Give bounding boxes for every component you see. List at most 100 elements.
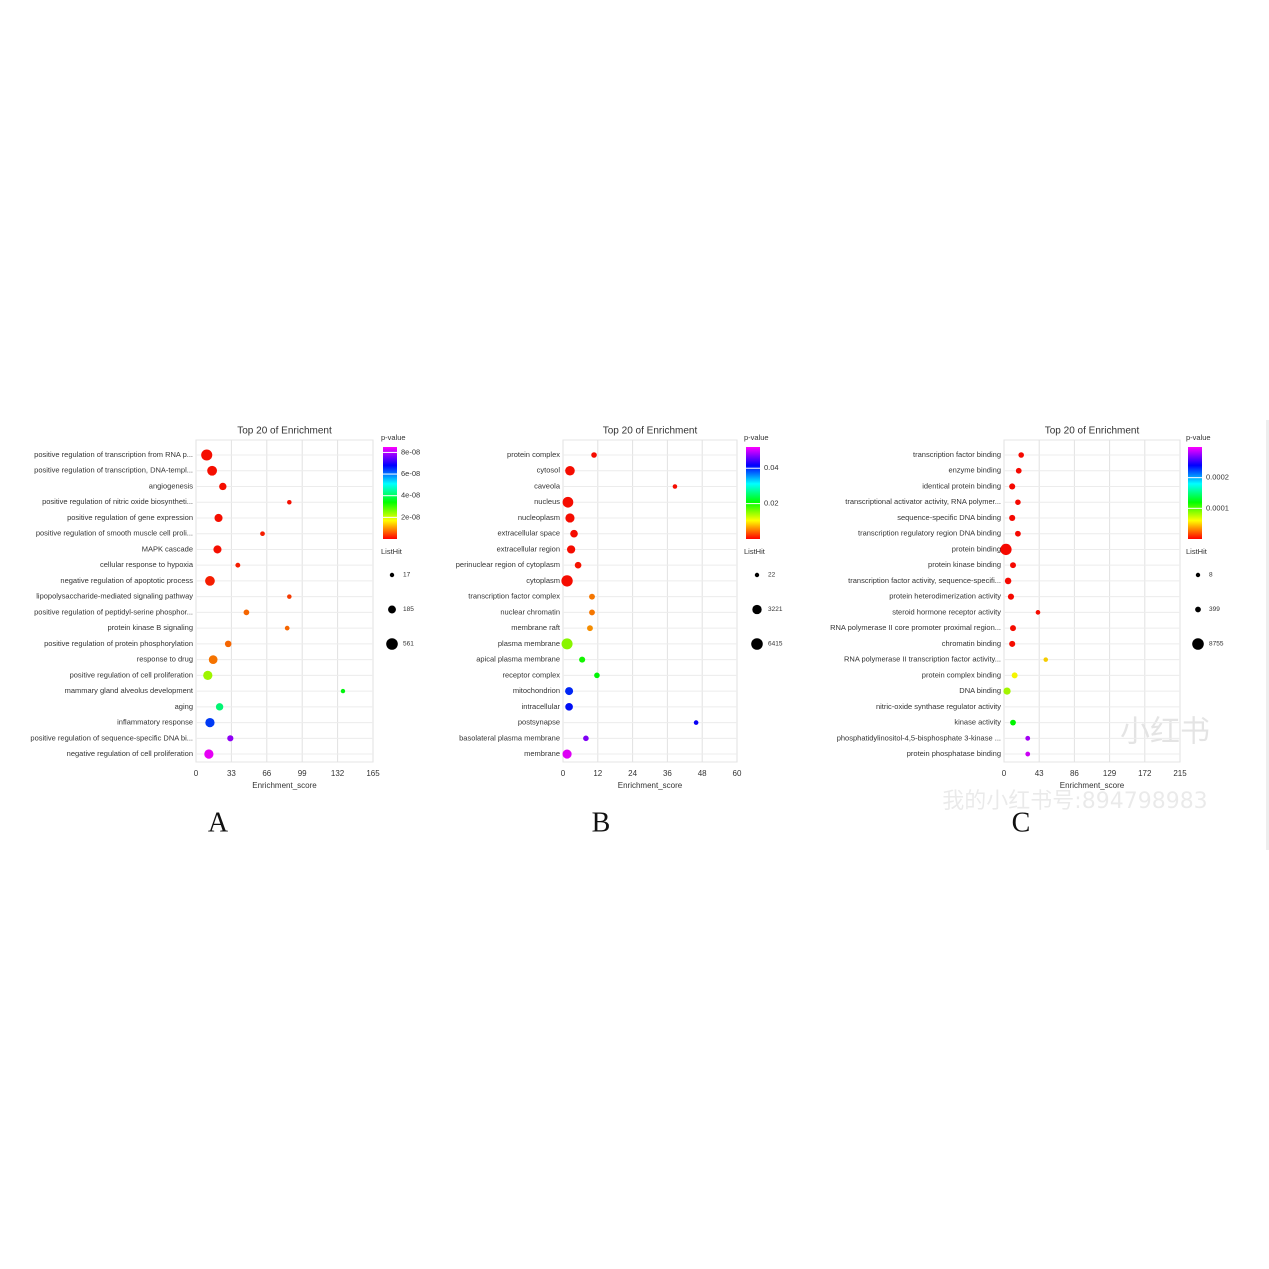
x-tick-label: 129 — [1103, 769, 1117, 778]
dot — [562, 749, 572, 759]
dot — [340, 688, 346, 694]
dot — [561, 638, 573, 650]
dot — [561, 575, 573, 587]
dot — [215, 703, 224, 711]
y-tick-label: plasma membrane — [498, 639, 560, 648]
dot — [589, 593, 595, 600]
y-tick-label: extracellular region — [497, 544, 560, 553]
y-tick-label: postsynapse — [518, 718, 560, 727]
dot — [224, 640, 232, 648]
colorbar-tick-label: 8e-08 — [401, 447, 420, 456]
y-tick-label: negative regulation of apoptotic process — [60, 576, 193, 585]
dot — [205, 576, 215, 586]
colorbar-tick-label: 0.0001 — [1206, 503, 1229, 512]
size-legend-dot — [386, 638, 398, 650]
dot — [587, 625, 593, 632]
colorbar-tick-label: 2e-08 — [401, 512, 420, 521]
size-legend-title: ListHit — [1186, 547, 1208, 556]
size-legend-label: 8755 — [1209, 641, 1224, 648]
dot — [284, 625, 290, 631]
dot — [235, 562, 241, 568]
dot — [1007, 593, 1015, 600]
dot — [287, 594, 292, 599]
dot — [1025, 751, 1031, 757]
y-tick-label: negative regulation of cell proliferatio… — [67, 749, 193, 758]
dot — [1015, 499, 1021, 505]
panel-label: A — [208, 807, 229, 838]
y-tick-label: protein complex — [507, 450, 560, 459]
y-tick-label: positive regulation of cell proliferatio… — [70, 670, 193, 679]
colorbar-title: p-value — [1186, 433, 1211, 442]
y-tick-label: inflammatory response — [117, 718, 193, 727]
dot — [565, 465, 575, 476]
dot — [1018, 452, 1024, 458]
dot — [201, 449, 213, 461]
y-tick-label: membrane raft — [511, 623, 561, 632]
dot — [1015, 467, 1022, 474]
size-legend-dot — [389, 572, 395, 578]
y-tick-label: transcription factor activity, sequence-… — [848, 576, 1001, 585]
y-tick-label: intracellular — [522, 702, 561, 711]
y-tick-label: transcription factor complex — [468, 592, 560, 601]
size-legend-dot — [1192, 638, 1204, 650]
y-tick-label: cellular response to hypoxia — [100, 560, 194, 569]
dot — [1015, 530, 1021, 537]
dot — [1025, 735, 1031, 741]
y-tick-label: mitochondrion — [513, 686, 560, 695]
colorbar — [1188, 447, 1202, 539]
dot — [672, 484, 678, 489]
plot-area — [562, 439, 738, 763]
x-tick-label: 66 — [262, 769, 271, 778]
dot — [570, 529, 578, 538]
size-legend-label: 3221 — [768, 606, 783, 613]
x-tick-label: 215 — [1173, 769, 1187, 778]
dot — [207, 465, 217, 476]
x-tick-label: 33 — [227, 769, 236, 778]
panel-label: C — [1012, 807, 1031, 838]
y-tick-label: apical plasma membrane — [476, 655, 560, 664]
y-tick-label: caveola — [534, 481, 561, 490]
dot — [1009, 483, 1016, 490]
watermark-text: 我的小红书号:894798983 — [942, 789, 1207, 814]
y-tick-label: positive regulation of transcription, DN… — [34, 466, 193, 475]
x-tick-label: 165 — [366, 769, 380, 778]
dot — [205, 717, 215, 728]
x-tick-label: 36 — [663, 769, 672, 778]
x-tick-label: 60 — [733, 769, 742, 778]
y-tick-label: transcription regulatory region DNA bind… — [858, 529, 1001, 538]
size-legend-dot — [752, 604, 762, 615]
x-axis-label: Enrichment_score — [252, 781, 317, 790]
dot — [565, 687, 574, 696]
x-tick-label: 86 — [1070, 769, 1079, 778]
dot — [583, 735, 589, 742]
dot — [213, 545, 222, 554]
x-tick-label: 0 — [194, 769, 199, 778]
y-tick-label: DNA binding — [959, 686, 1001, 695]
y-tick-label: positive regulation of smooth muscle cel… — [36, 529, 193, 538]
dot — [1010, 562, 1016, 569]
dot — [214, 513, 223, 523]
dot — [1009, 640, 1016, 647]
y-tick-label: perinuclear region of cytoplasm — [456, 560, 560, 569]
colorbar-tick-label: 0.04 — [764, 463, 779, 472]
y-tick-label: protein kinase B signaling — [108, 623, 193, 632]
dot — [1003, 687, 1011, 695]
size-legend-label: 6415 — [768, 641, 783, 648]
x-tick-label: 99 — [298, 769, 307, 778]
y-tick-label: protein heterodimerization activity — [889, 592, 1001, 601]
y-tick-label: MAPK cascade — [142, 544, 193, 553]
y-tick-label: transcriptional activator activity, RNA … — [845, 497, 1001, 506]
x-tick-label: 0 — [561, 769, 566, 778]
dot — [562, 496, 574, 508]
dot — [1000, 543, 1012, 556]
dot — [219, 482, 227, 491]
size-legend-dot — [1195, 572, 1201, 578]
dot — [203, 670, 213, 680]
colorbar-title: p-value — [744, 433, 769, 442]
panel-label: B — [592, 807, 611, 838]
y-tick-label: positive regulation of transcription fro… — [34, 450, 193, 459]
y-tick-label: nucleoplasm — [518, 513, 560, 522]
y-tick-label: positive regulation of nitric oxide bios… — [42, 497, 193, 506]
y-tick-label: extracellular space — [497, 529, 560, 538]
